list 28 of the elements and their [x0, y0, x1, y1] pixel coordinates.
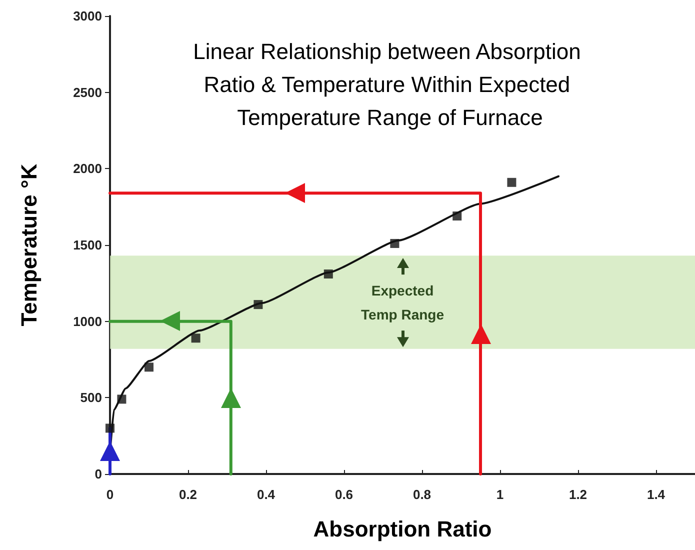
- band-label: Expected Temp Range: [361, 282, 444, 322]
- y-tick-label: 1000: [73, 314, 102, 329]
- point: [507, 178, 516, 187]
- y-tick-label: 2500: [73, 84, 102, 100]
- point: [191, 334, 200, 343]
- y-tick-label: 500: [80, 390, 102, 406]
- x-axis-title: Absorption Ratio: [313, 516, 492, 542]
- x-tick-label: 0.2: [178, 487, 198, 502]
- x-tick-label: 1.2: [568, 487, 588, 502]
- point: [390, 238, 400, 248]
- y-tick-label: 1500: [73, 238, 102, 252]
- text: Linear Relationship between Absorption Ratio & Temperature Within Expected Temperature Range of Furnace: [193, 39, 587, 130]
- y-tick-label: 0: [94, 466, 102, 482]
- x-tick-label: 0.6: [334, 487, 354, 502]
- point: [117, 394, 126, 404]
- y-tick-label: 2000: [73, 161, 102, 176]
- point: [452, 211, 462, 220]
- x-tick-label: 1: [496, 487, 504, 502]
- x-tick-label: 1.4: [646, 487, 666, 502]
- point: [324, 270, 333, 279]
- x-tick-label: 0: [106, 487, 114, 502]
- x-tick-label: 0.8: [412, 487, 432, 502]
- point: [144, 362, 154, 372]
- y-tick-label: 3000: [73, 8, 102, 24]
- y-axis-title: Temperature °K: [16, 164, 42, 326]
- point: [254, 300, 263, 310]
- point: [106, 424, 114, 433]
- x-tick-label: 0.4: [256, 487, 276, 502]
